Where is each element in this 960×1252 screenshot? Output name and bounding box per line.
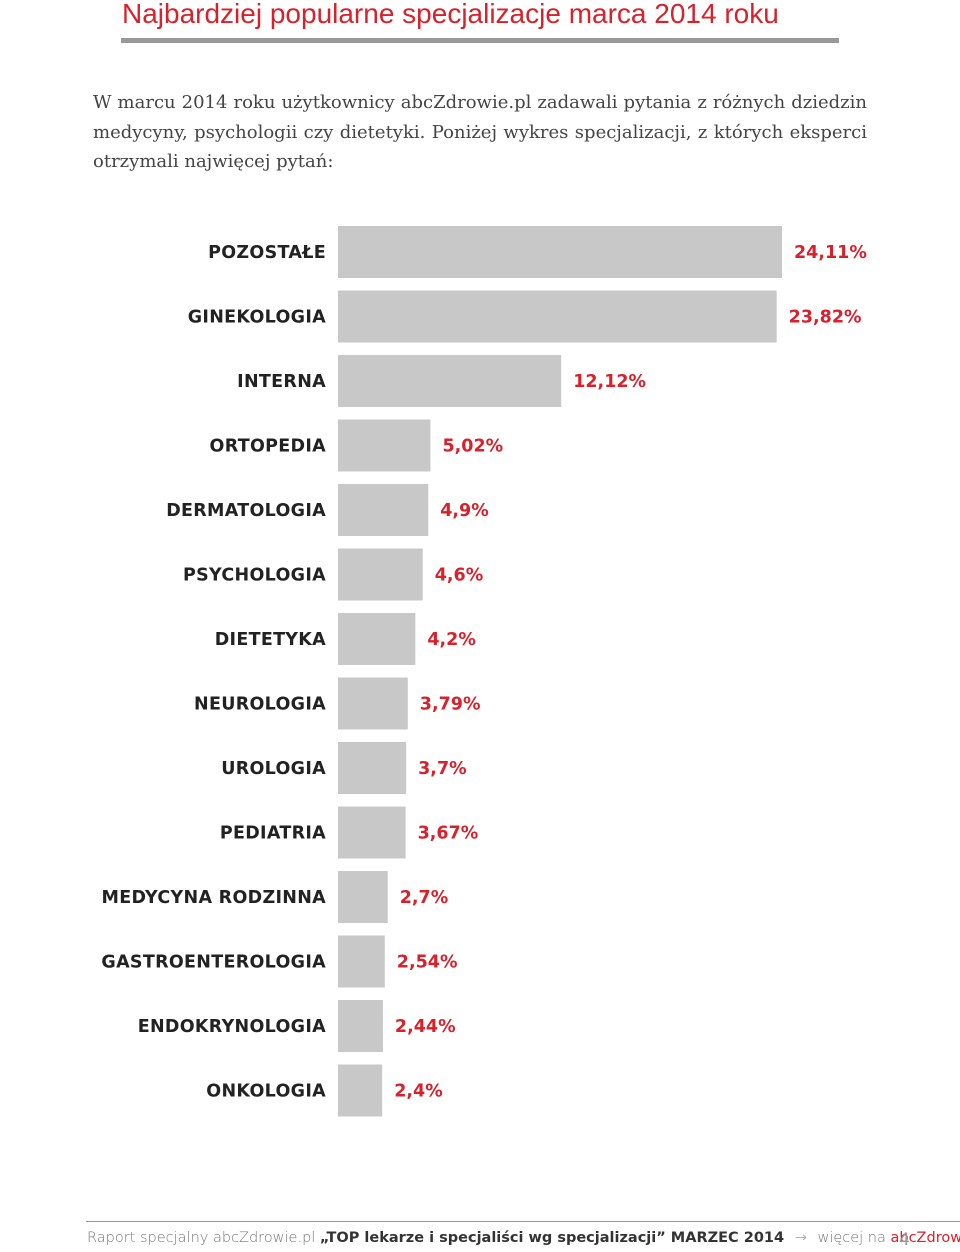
category-label: DIETETYKA (215, 630, 326, 650)
bar (338, 742, 407, 794)
bar (338, 1064, 383, 1117)
footer-report: Raport specjalny abcZdrowie.pl (87, 1230, 316, 1246)
bar (338, 806, 406, 859)
bar (338, 548, 423, 601)
arrow-right-icon: → (794, 1230, 807, 1246)
intro-text: W marcu 2014 roku użytkownicy abcZdrowie… (93, 92, 867, 172)
value-label: 23,82% (789, 308, 862, 328)
footer: Raport specjalny abcZdrowie.pl „TOP leka… (0, 1218, 960, 1252)
value-label: 24,11% (794, 243, 867, 263)
page-title: Najbardziej popularne specjalizacje marc… (122, 0, 779, 29)
bar (338, 935, 385, 988)
category-label: PSYCHOLOGIA (183, 566, 326, 586)
category-label: DERMATOLOGIA (166, 501, 326, 521)
value-label: 2,44% (395, 1017, 456, 1037)
value-label: 4,9% (440, 501, 489, 521)
title-rule (121, 38, 839, 43)
value-label: 12,12% (573, 372, 646, 392)
value-label: 2,7% (400, 888, 449, 908)
value-label: 2,54% (397, 953, 458, 973)
value-label: 5,02% (442, 437, 503, 457)
value-label: 2,4% (394, 1082, 443, 1102)
category-label: ENDOKRYNOLOGIA (138, 1017, 326, 1037)
value-label: 3,67% (418, 824, 479, 844)
footer-site-link[interactable]: abcZdrowie.pl (890, 1230, 960, 1246)
bar (338, 355, 562, 407)
footer-text: Raport specjalny abcZdrowie.pl „TOP leka… (87, 1230, 960, 1246)
category-label: INTERNA (237, 372, 326, 392)
value-label: 4,6% (435, 566, 484, 586)
bar (338, 1000, 383, 1052)
value-label: 4,2% (427, 630, 476, 650)
footer-quote: „TOP lekarze i specjaliści wg specjaliza… (319, 1230, 785, 1246)
bar (338, 226, 782, 278)
value-label: 3,79% (420, 695, 481, 715)
footer-rule (86, 1221, 960, 1222)
category-label: UROLOGIA (221, 759, 326, 779)
bar (338, 677, 408, 730)
bar (338, 484, 429, 536)
bar (338, 613, 416, 665)
category-label: ONKOLOGIA (206, 1082, 326, 1102)
bar-chart: POZOSTAŁE 24,11% GINEKOLOGIA 23,82% INTERNA 1… (101, 226, 867, 1117)
bar (338, 290, 777, 343)
category-label: NEUROLOGIA (194, 695, 326, 715)
category-label: MEDYCYNA RODZINNA (102, 888, 327, 908)
value-label: 3,7% (418, 759, 467, 779)
bar (338, 871, 388, 923)
category-label: GINEKOLOGIA (188, 308, 326, 328)
category-label: PEDIATRIA (220, 824, 326, 844)
footer-more: więcej na (817, 1230, 886, 1246)
page-number: 4 (899, 1230, 910, 1250)
bar (338, 419, 431, 472)
category-label: POZOSTAŁE (208, 243, 326, 263)
category-label: GASTROENTEROLOGIA (101, 953, 326, 973)
category-label: ORTOPEDIA (210, 437, 327, 457)
